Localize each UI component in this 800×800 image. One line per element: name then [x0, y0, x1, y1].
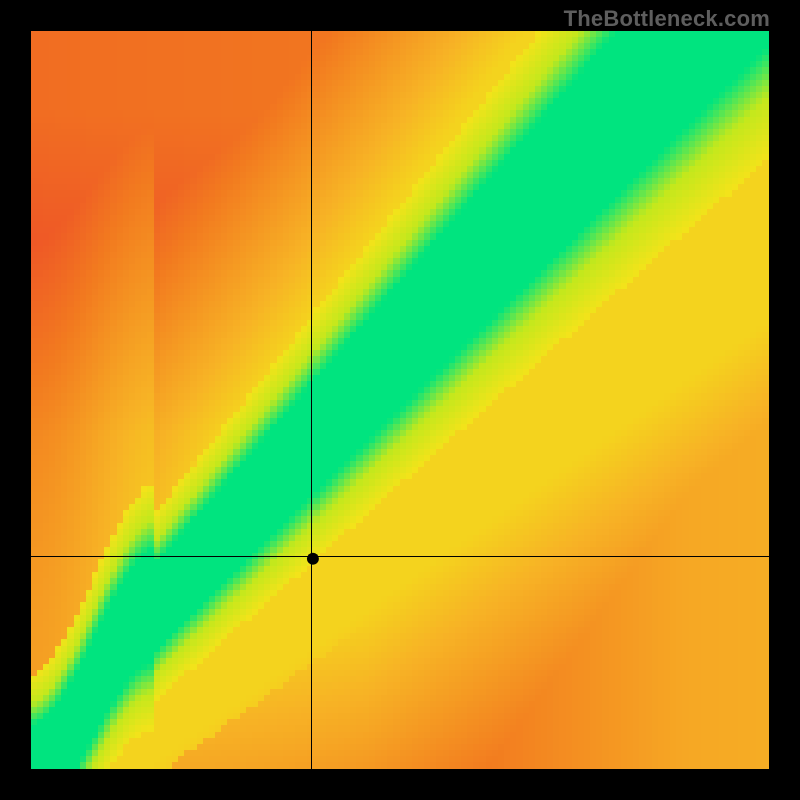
bottleneck-heatmap: [31, 31, 769, 769]
chart-container: { "watermark": { "text": "TheBottleneck.…: [0, 0, 800, 800]
watermark-text: TheBottleneck.com: [564, 6, 770, 32]
